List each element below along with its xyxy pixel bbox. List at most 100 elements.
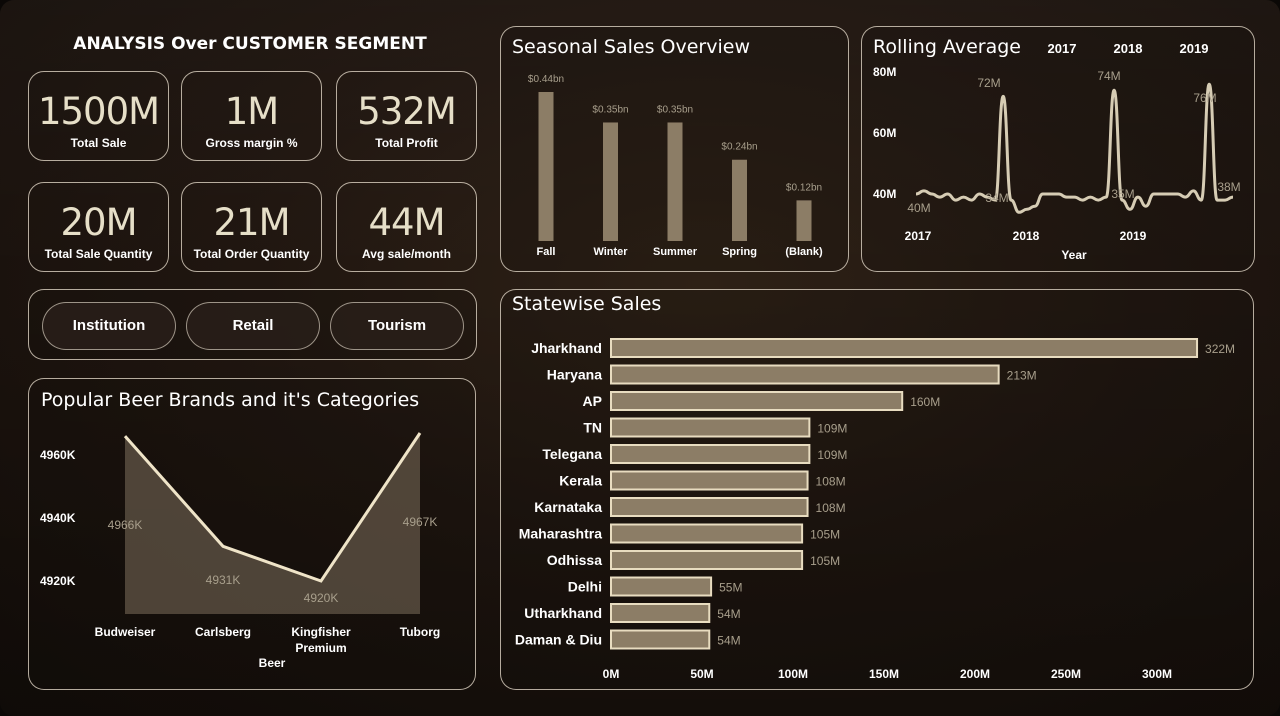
seasonal-data-label-2: $0.35bn: [657, 104, 693, 115]
kpi-avg-sale-month: 44M Avg sale/month: [336, 182, 477, 272]
state-bar-10: [610, 603, 711, 623]
state-data-label-1: 213M: [1007, 369, 1037, 383]
state-bar-3: [610, 417, 811, 438]
kpi-value: 21M: [213, 201, 290, 244]
seasonal-data-label-4: $0.12bn: [786, 182, 822, 193]
state-bar-2: [610, 391, 904, 411]
seasonal-data-label-0: $0.44bn: [528, 74, 564, 85]
state-x-tick-5: 250M: [1051, 667, 1081, 681]
state-data-label-3: 109M: [817, 422, 847, 436]
state-data-label-7: 105M: [810, 528, 840, 542]
state-data-label-2: 160M: [910, 395, 940, 409]
beer-y-tick-0: 4960K: [40, 448, 76, 462]
segment-button-tourism[interactable]: Tourism: [330, 302, 464, 350]
state-x-tick-1: 50M: [690, 667, 713, 681]
statewise-bar-chart: Jharkhand 322M Haryana 213M AP 160M TN 109M Tele…: [515, 338, 1235, 681]
rolling-annotation-0: 72M: [977, 76, 1000, 90]
state-x-tick-2: 100M: [778, 667, 808, 681]
state-data-label-9: 55M: [719, 581, 742, 595]
kpi-total-profit: 532M Total Profit: [336, 71, 477, 161]
seasonal-bar-chart: $0.44bn Fall $0.35bn Winter $0.35bn Summer $0.…: [528, 74, 823, 258]
state-bar-7: [610, 523, 804, 544]
rolling-y-tick-1: 60M: [873, 126, 896, 140]
kpi-total-sale: 1500M Total Sale: [28, 71, 169, 161]
state-bar-8: [610, 550, 804, 570]
beer-x-tick-3: Tuborg: [400, 625, 440, 639]
state-label-4: Telegana: [542, 446, 602, 462]
kpi-gross-margin: 1M Gross margin %: [181, 71, 322, 161]
kpi-value: 44M: [368, 201, 445, 244]
state-label-11: Daman & Diu: [515, 632, 602, 648]
rolling-annotation-6: 38M: [1217, 180, 1240, 194]
state-x-tick-0: 0M: [603, 667, 620, 681]
rolling-x-tick-1: 2018: [1013, 229, 1040, 243]
segment-button-institution[interactable]: Institution: [42, 302, 176, 350]
state-data-label-6: 108M: [816, 501, 846, 515]
kpi-value: 532M: [357, 90, 457, 133]
state-label-10: Utharkhand: [524, 605, 602, 621]
beer-y-tick-2: 4920K: [40, 574, 76, 588]
seasonal-bar-2: [667, 122, 683, 241]
state-x-tick-3: 150M: [869, 667, 899, 681]
state-bar-1: [610, 364, 1000, 385]
seasonal-category-label-1: Winter: [593, 246, 628, 258]
seasonal-category-label-2: Summer: [653, 246, 698, 258]
state-bar-6: [610, 497, 809, 517]
rolling-line: [915, 82, 1234, 214]
kpi-label: Total Sale: [70, 136, 127, 150]
beer-data-label-0: 4966K: [108, 518, 143, 532]
state-bar-4: [610, 444, 811, 464]
state-data-label-10: 54M: [717, 607, 740, 621]
state-data-label-4: 109M: [817, 448, 847, 462]
seasonal-category-label-3: Spring: [722, 246, 757, 258]
kpi-label: Total Order Quantity: [193, 247, 310, 261]
page-title: ANALYSIS Over CUSTOMER SEGMENT: [73, 34, 427, 54]
rolling-legend-item-0: 2017: [1048, 41, 1077, 56]
beer-x-tick-1: Carlsberg: [195, 625, 251, 639]
state-bar-0: [610, 338, 1199, 358]
beer-data-label-2: 4920K: [304, 591, 339, 605]
seasonal-bar-0: [538, 92, 554, 241]
kpi-value: 1M: [224, 90, 279, 133]
kpi-label: Total Profit: [375, 136, 438, 150]
rolling-legend-item-1: 2018: [1114, 41, 1143, 56]
state-label-8: Odhissa: [547, 552, 602, 568]
beer-chart-title: Popular Beer Brands and it's Categories: [41, 389, 420, 411]
rolling-x-tick-0: 2017: [905, 229, 932, 243]
state-data-label-11: 54M: [717, 634, 740, 648]
state-label-6: Karnataka: [534, 499, 602, 515]
beer-x-axis-label: Beer: [259, 656, 286, 670]
rolling-annotation-3: 40M: [907, 201, 930, 215]
seasonal-bar-3: [732, 159, 747, 241]
beer-line: [123, 432, 422, 583]
state-bar-11: [610, 629, 711, 650]
state-label-0: Jharkhand: [531, 340, 602, 356]
state-bar-9: [610, 576, 713, 597]
state-label-5: Kerala: [559, 473, 602, 489]
beer-data-label-1: 4931K: [206, 573, 241, 587]
segment-button-retail[interactable]: Retail: [186, 302, 320, 350]
state-label-7: Maharashtra: [519, 526, 602, 542]
rolling-x-axis-label: Year: [1061, 248, 1087, 262]
state-x-tick-6: 300M: [1142, 667, 1172, 681]
beer-area-fill: [125, 433, 420, 614]
state-data-label-5: 108M: [816, 475, 846, 489]
state-label-9: Delhi: [568, 579, 602, 595]
rolling-annotation-2: 76M: [1193, 91, 1216, 105]
seasonal-data-label-1: $0.35bn: [592, 104, 628, 115]
beer-area-chart: 4960K 4940K 4920K 4966K 4931K 4920K 4967K Budwe…: [40, 432, 440, 670]
beer-x-tick-0: Budweiser: [95, 625, 156, 639]
statewise-chart-title: Statewise Sales: [512, 293, 662, 315]
rolling-y-tick-2: 40M: [873, 187, 896, 201]
rolling-annotation-5: 35M: [1111, 187, 1134, 201]
seasonal-chart-title: Seasonal Sales Overview: [512, 36, 750, 58]
state-label-3: TN: [583, 420, 602, 436]
rolling-y-tick-0: 80M: [873, 65, 896, 79]
kpi-label: Total Sale Quantity: [44, 247, 153, 261]
rolling-line-chart: 2017 2018 2019 80M 60M 40M 2017 2018 2019 Year 72M…: [873, 41, 1241, 262]
seasonal-category-label-0: Fall: [537, 246, 556, 258]
kpi-label: Avg sale/month: [362, 247, 451, 261]
state-bar-5: [610, 470, 809, 491]
beer-data-label-3: 4967K: [403, 515, 438, 529]
kpi-value: 20M: [60, 201, 137, 244]
